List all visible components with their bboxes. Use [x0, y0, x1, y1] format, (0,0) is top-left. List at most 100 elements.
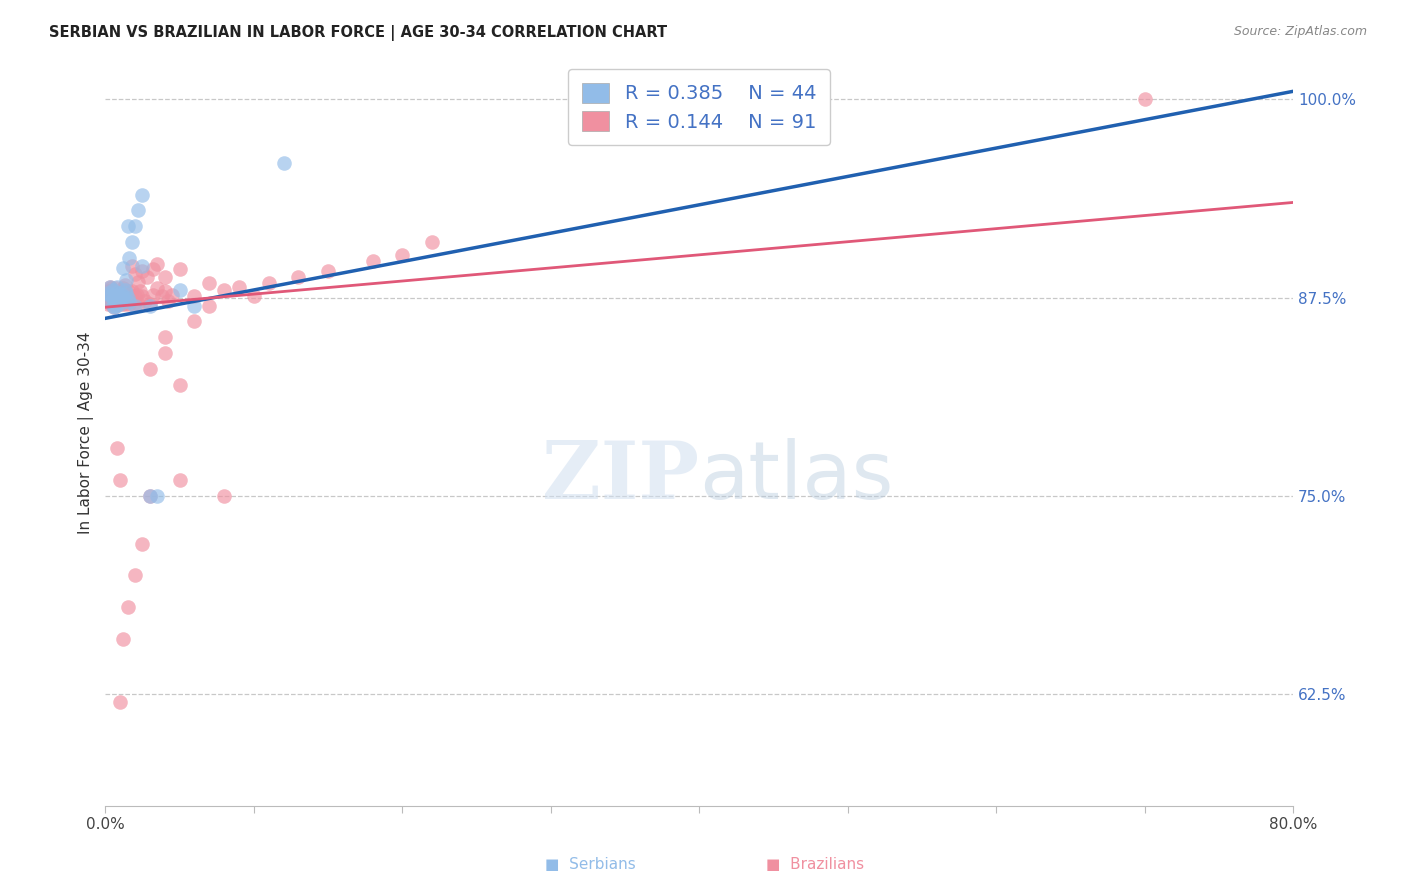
Point — [139, 297, 162, 311]
Point — [115, 285, 138, 300]
Point — [169, 473, 191, 487]
Point — [146, 489, 169, 503]
Point — [120, 289, 142, 303]
Point — [103, 289, 125, 303]
Point — [97, 285, 120, 300]
Point — [111, 285, 134, 299]
Point — [101, 299, 124, 313]
Point — [110, 297, 132, 311]
Point — [103, 300, 125, 314]
Point — [103, 291, 125, 305]
Point — [111, 293, 134, 307]
Point — [98, 279, 121, 293]
Point — [183, 299, 205, 313]
Point — [107, 297, 129, 311]
Point — [212, 489, 235, 503]
Point — [121, 259, 143, 273]
Point — [139, 299, 162, 313]
Point — [104, 293, 127, 307]
Point — [198, 277, 221, 291]
Point — [243, 289, 266, 303]
Point — [110, 289, 132, 303]
Point — [139, 489, 162, 503]
Point — [131, 259, 153, 273]
Legend: R = 0.385    N = 44, R = 0.144    N = 91: R = 0.385 N = 44, R = 0.144 N = 91 — [568, 70, 830, 145]
Point — [146, 257, 169, 271]
Point — [110, 293, 132, 308]
Point — [100, 297, 122, 311]
Point — [169, 262, 191, 277]
Point — [112, 260, 135, 275]
Point — [122, 297, 145, 311]
Point — [131, 537, 153, 551]
Point — [105, 289, 128, 303]
Point — [114, 277, 136, 292]
Point — [101, 283, 124, 297]
Point — [124, 299, 146, 313]
Point — [98, 287, 121, 301]
Point — [228, 279, 250, 293]
Point — [112, 632, 135, 646]
Point — [153, 270, 176, 285]
Point — [212, 283, 235, 297]
Text: Source: ZipAtlas.com: Source: ZipAtlas.com — [1233, 25, 1367, 38]
Point — [136, 270, 159, 285]
Point — [117, 285, 139, 299]
Point — [104, 299, 127, 313]
Point — [361, 254, 384, 268]
Point — [97, 285, 120, 299]
Point — [124, 267, 146, 281]
Point — [131, 263, 153, 277]
Point — [169, 283, 191, 297]
Point — [98, 279, 121, 293]
Point — [316, 263, 339, 277]
Point — [169, 378, 191, 392]
Point — [96, 289, 118, 303]
Point — [110, 695, 132, 709]
Point — [142, 287, 165, 301]
Point — [111, 297, 134, 311]
Point — [101, 297, 124, 311]
Point — [139, 489, 162, 503]
Point — [134, 293, 156, 308]
Point — [107, 289, 129, 303]
Point — [105, 442, 128, 456]
Text: ■  Serbians: ■ Serbians — [546, 857, 636, 872]
Point — [110, 473, 132, 487]
Point — [103, 293, 125, 308]
Point — [117, 600, 139, 615]
Point — [97, 297, 120, 311]
Point — [100, 289, 122, 303]
Point — [183, 289, 205, 303]
Point — [1133, 92, 1156, 106]
Point — [112, 289, 135, 303]
Point — [117, 219, 139, 234]
Point — [104, 289, 127, 303]
Point — [111, 287, 134, 301]
Point — [121, 285, 143, 299]
Point — [112, 281, 135, 295]
Text: SERBIAN VS BRAZILIAN IN LABOR FORCE | AGE 30-34 CORRELATION CHART: SERBIAN VS BRAZILIAN IN LABOR FORCE | AG… — [49, 25, 668, 41]
Point — [101, 291, 124, 305]
Point — [160, 287, 183, 301]
Point — [183, 314, 205, 328]
Point — [101, 293, 124, 307]
Point — [142, 262, 165, 277]
Point — [104, 281, 127, 295]
Point — [105, 279, 128, 293]
Point — [127, 275, 149, 289]
Point — [153, 285, 176, 299]
Point — [115, 273, 138, 287]
Text: ZIP: ZIP — [543, 438, 699, 516]
Point — [150, 289, 173, 303]
Point — [114, 283, 136, 297]
Point — [156, 293, 179, 308]
Point — [153, 330, 176, 344]
Point — [146, 281, 169, 295]
Point — [104, 293, 127, 308]
Point — [105, 285, 128, 300]
Point — [100, 281, 122, 295]
Point — [125, 287, 148, 301]
Point — [118, 251, 141, 265]
Point — [104, 297, 127, 311]
